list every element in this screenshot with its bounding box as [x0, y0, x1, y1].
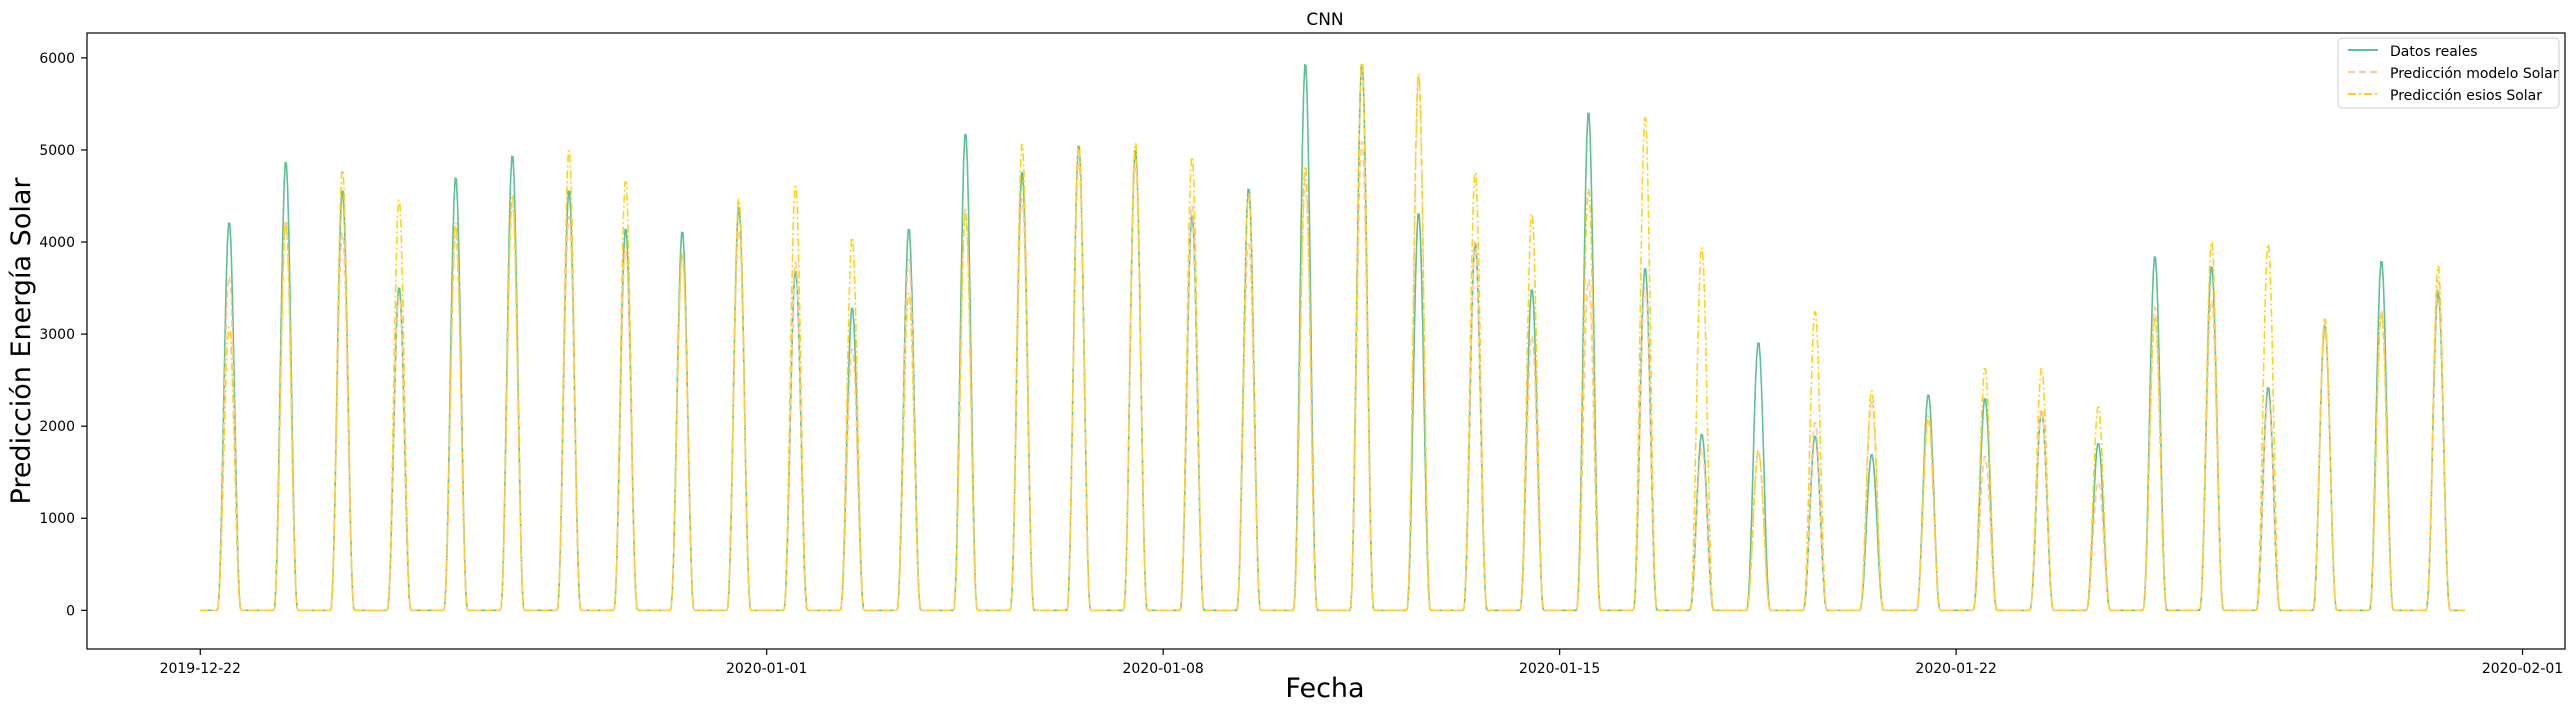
x-axis: 2019-12-22 2020-01-01 2020-01-08 2020-01-15…	[160, 649, 2563, 677]
y-axis-label: Predicción Energía Solar	[6, 177, 37, 505]
y-tick-label: 2000	[39, 419, 75, 435]
plot-frame	[86, 32, 2566, 650]
y-tick-label: 5000	[39, 143, 75, 159]
x-tick-label: 2020-01-15	[1519, 661, 1600, 677]
legend: Datos reales Predicción modelo Solar Pre…	[2337, 37, 2560, 109]
x-tick-label: 2020-01-01	[726, 661, 807, 677]
y-tick-label: 4000	[39, 235, 75, 251]
legend-label-datos-reales: Datos reales	[2390, 44, 2478, 60]
legend-box	[2337, 37, 2560, 109]
x-tick-label: 2020-01-22	[1915, 661, 1996, 677]
legend-label-prediccion-esios: Predicción esios Solar	[2390, 88, 2542, 104]
x-tick-label: 2020-02-01	[2482, 661, 2563, 677]
plot-series-group	[200, 61, 2465, 612]
y-axis: 0 1000 2000 3000 4000 5000 6000	[39, 51, 87, 619]
x-tick-label: 2019-12-22	[160, 661, 241, 677]
y-tick-label: 3000	[39, 327, 75, 343]
y-tick-label: 0	[66, 603, 75, 619]
x-axis-label: Fecha	[1285, 673, 1364, 704]
series-line-2	[200, 61, 2465, 612]
legend-label-prediccion-modelo: Predicción modelo Solar	[2390, 66, 2559, 82]
chart-title: CNN	[1306, 10, 1343, 30]
y-tick-label: 1000	[39, 511, 75, 527]
y-tick-label: 6000	[39, 51, 75, 67]
x-tick-label: 2020-01-08	[1122, 661, 1203, 677]
